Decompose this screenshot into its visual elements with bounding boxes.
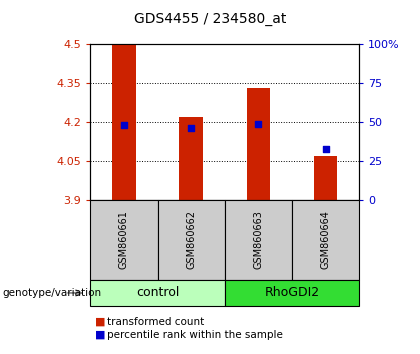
Bar bbox=[247, 88, 270, 200]
Text: control: control bbox=[136, 286, 179, 299]
Text: genotype/variation: genotype/variation bbox=[2, 288, 101, 298]
Text: RhoGDI2: RhoGDI2 bbox=[264, 286, 320, 299]
Bar bbox=[314, 156, 337, 200]
Bar bbox=[158, 200, 225, 280]
Text: ■: ■ bbox=[94, 317, 105, 327]
Text: GSM860663: GSM860663 bbox=[253, 210, 263, 269]
Text: percentile rank within the sample: percentile rank within the sample bbox=[107, 330, 283, 339]
Text: GSM860662: GSM860662 bbox=[186, 210, 196, 269]
Point bbox=[121, 122, 127, 128]
Point bbox=[255, 121, 262, 126]
Point bbox=[188, 126, 194, 131]
Text: ■: ■ bbox=[94, 330, 105, 339]
Bar bbox=[112, 44, 136, 200]
Bar bbox=[225, 200, 292, 280]
Bar bbox=[90, 200, 158, 280]
Text: GDS4455 / 234580_at: GDS4455 / 234580_at bbox=[134, 12, 286, 27]
Bar bbox=[90, 280, 225, 306]
Text: transformed count: transformed count bbox=[107, 317, 205, 327]
Text: GSM860661: GSM860661 bbox=[119, 210, 129, 269]
Bar bbox=[179, 117, 203, 200]
Bar bbox=[292, 200, 359, 280]
Point bbox=[322, 146, 329, 152]
Bar bbox=[225, 280, 359, 306]
Text: GSM860664: GSM860664 bbox=[320, 210, 331, 269]
